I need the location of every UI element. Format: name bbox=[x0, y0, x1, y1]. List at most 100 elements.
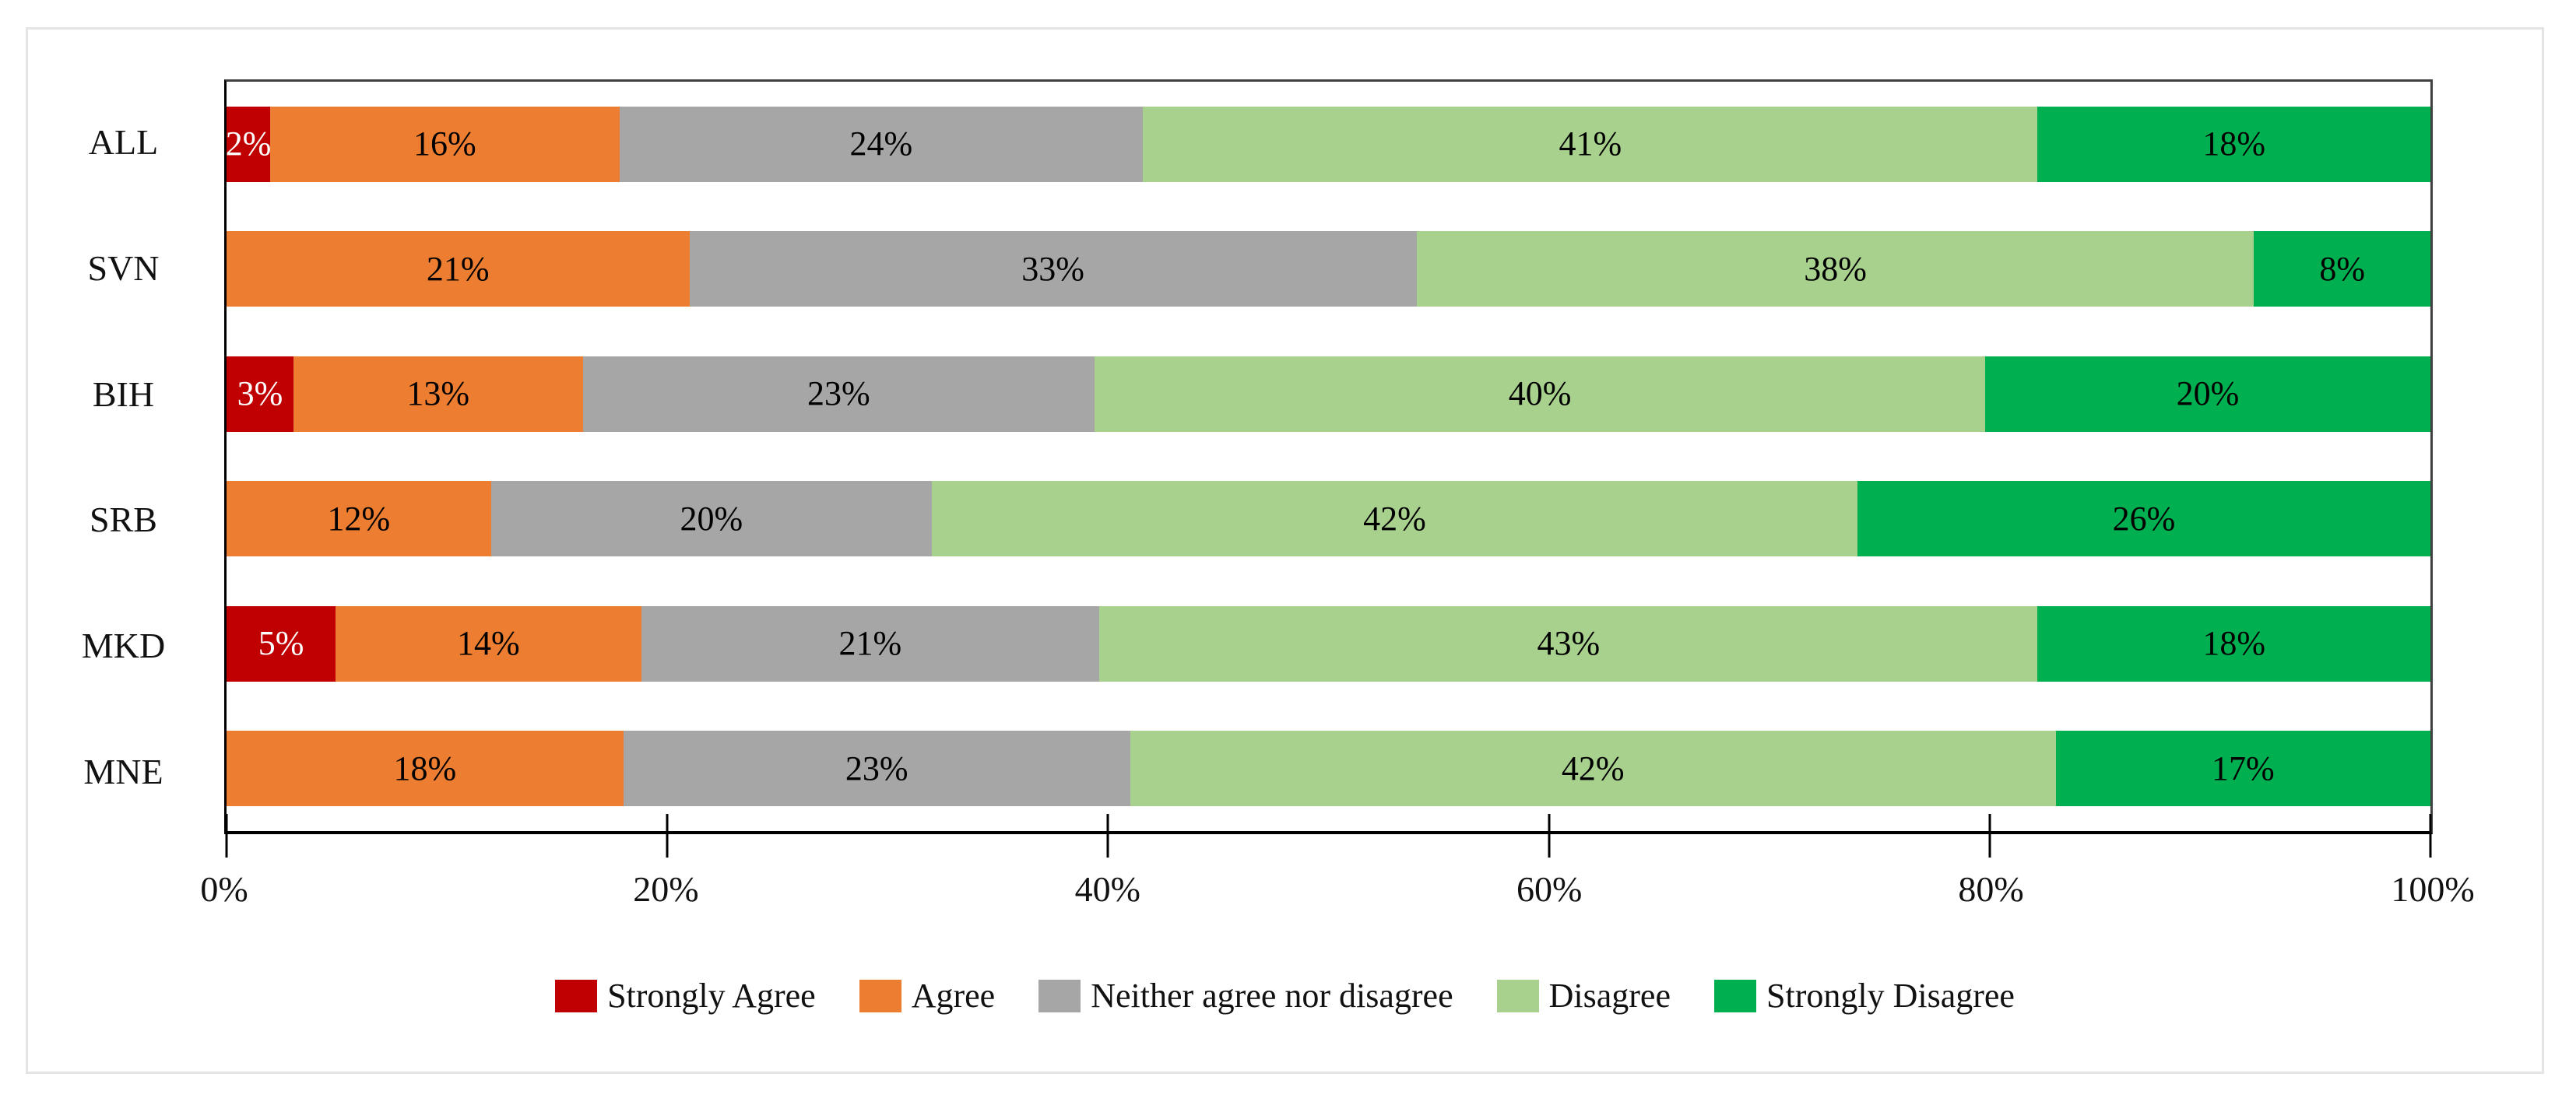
legend-item-agree: Agree bbox=[859, 976, 996, 1016]
bar-rows: 2% 16% 24% 41% 18% 21% 33% 38% 8% 3% 13% 23% 40% 20% 1… bbox=[225, 82, 2430, 832]
data-label: 38% bbox=[1804, 249, 1867, 288]
legend-label: Strongly Disagree bbox=[1766, 977, 2015, 1015]
bar-segment-strongly-agree: 3% bbox=[227, 356, 293, 432]
data-label: 2% bbox=[225, 125, 272, 163]
data-label: 18% bbox=[2202, 624, 2266, 663]
tick-mark bbox=[1988, 814, 1991, 858]
tick-label: 80% bbox=[1958, 869, 2024, 909]
data-label: 43% bbox=[1537, 624, 1601, 663]
stacked-bar: 18% 23% 42% 17% bbox=[227, 731, 2430, 807]
data-label: 42% bbox=[1561, 749, 1625, 788]
legend-swatch bbox=[1714, 979, 1756, 1012]
category-axis-labels: ALL SVN BIH SRB MKD MNE bbox=[44, 79, 203, 834]
tick-label: 20% bbox=[633, 869, 699, 909]
data-label: 23% bbox=[845, 749, 908, 788]
stacked-bar: 5% 14% 21% 43% 18% bbox=[227, 605, 2430, 682]
data-label: 13% bbox=[406, 374, 469, 413]
legend-swatch bbox=[1038, 979, 1081, 1012]
bar-segment-strongly-disagree: 18% bbox=[2037, 106, 2430, 182]
category-label: SRB bbox=[90, 500, 157, 540]
data-label: 23% bbox=[807, 374, 870, 413]
bar-segment-agree: 18% bbox=[227, 731, 624, 807]
stacked-bar: 21% 33% 38% 8% bbox=[227, 231, 2430, 307]
data-label: 26% bbox=[2112, 499, 2176, 538]
bar-segment-neither-agree-nor-disagree: 20% bbox=[490, 481, 932, 557]
data-label: 24% bbox=[849, 125, 913, 163]
tick-mark bbox=[1548, 814, 1551, 858]
data-label: 12% bbox=[327, 499, 391, 538]
stacked-bar: 12% 20% 42% 26% bbox=[227, 481, 2430, 557]
tick-label: 100% bbox=[2391, 869, 2475, 909]
bar-segment-disagree: 43% bbox=[1099, 605, 2038, 682]
data-label: 20% bbox=[680, 499, 743, 538]
category-label: MNE bbox=[83, 751, 163, 791]
data-label: 8% bbox=[2319, 249, 2366, 288]
category-label: SVN bbox=[87, 248, 160, 288]
bar-row-bih: 3% 13% 23% 40% 20% bbox=[227, 331, 2430, 457]
value-axis-labels: 0% 20% 40% 60% 80% 100% bbox=[200, 868, 2474, 915]
data-label: 21% bbox=[838, 624, 902, 663]
legend-item-neither-agree-nor-disagree: Neither agree nor disagree bbox=[1038, 976, 1453, 1016]
bar-row-mkd: 5% 14% 21% 43% 18% bbox=[227, 581, 2430, 707]
bar-segment-neither-agree-nor-disagree: 33% bbox=[689, 231, 1417, 307]
legend-label: Strongly Agree bbox=[607, 977, 816, 1015]
bar-segment-strongly-disagree: 20% bbox=[1985, 356, 2430, 432]
data-label: 21% bbox=[426, 249, 490, 288]
data-label: 17% bbox=[2212, 749, 2275, 788]
plot-area: 2% 16% 24% 41% 18% 21% 33% 38% 8% 3% 13% 23% 40% 20% 1… bbox=[224, 79, 2433, 858]
tick-label: 40% bbox=[1074, 869, 1140, 909]
bar-segment-agree: 14% bbox=[336, 605, 641, 682]
bar-row-srb: 12% 20% 42% 26% bbox=[227, 457, 2430, 582]
tick-mark bbox=[225, 814, 228, 858]
data-label: 20% bbox=[2176, 374, 2240, 413]
legend-swatch bbox=[1496, 979, 1539, 1012]
legend: Strongly Agree Agree Neither agree nor dis… bbox=[28, 976, 2542, 1016]
legend-item-strongly-disagree: Strongly Disagree bbox=[1714, 976, 2015, 1016]
bar-segment-strongly-disagree: 17% bbox=[2055, 731, 2430, 807]
legend-item-strongly-agree: Strongly Agree bbox=[555, 976, 816, 1016]
bar-segment-strongly-disagree: 18% bbox=[2037, 605, 2430, 682]
data-label: 41% bbox=[1559, 125, 1622, 163]
stacked-bar: 2% 16% 24% 41% 18% bbox=[225, 106, 2430, 182]
bar-segment-disagree: 40% bbox=[1095, 356, 1986, 432]
data-label: 5% bbox=[258, 624, 304, 663]
bar-segment-neither-agree-nor-disagree: 23% bbox=[623, 731, 1130, 807]
legend-label: Disagree bbox=[1548, 977, 1671, 1015]
category-label: MKD bbox=[81, 626, 166, 666]
data-label: 18% bbox=[2202, 125, 2266, 163]
bar-segment-neither-agree-nor-disagree: 23% bbox=[582, 356, 1095, 432]
legend-item-disagree: Disagree bbox=[1496, 976, 1671, 1016]
data-label: 14% bbox=[457, 624, 520, 663]
stacked-bar: 3% 13% 23% 40% 20% bbox=[227, 356, 2430, 432]
bar-segment-disagree: 42% bbox=[1130, 731, 2056, 807]
category-label: BIH bbox=[92, 374, 155, 414]
bar-segment-strongly-agree: 5% bbox=[227, 605, 336, 682]
data-label: 40% bbox=[1508, 374, 1572, 413]
legend-swatch bbox=[859, 979, 901, 1012]
data-label: 33% bbox=[1021, 249, 1084, 288]
bar-segment-agree: 21% bbox=[227, 231, 690, 307]
category-label: ALL bbox=[88, 122, 159, 163]
bar-segment-agree: 12% bbox=[227, 481, 491, 557]
bar-segment-strongly-disagree: 26% bbox=[1857, 481, 2430, 557]
data-label: 42% bbox=[1363, 499, 1426, 538]
bar-row-svn: 21% 33% 38% 8% bbox=[227, 207, 2430, 332]
legend-label: Agree bbox=[911, 977, 996, 1015]
bar-segment-agree: 16% bbox=[270, 106, 620, 182]
data-label: 3% bbox=[237, 374, 283, 413]
bar-segment-strongly-agree: 2% bbox=[225, 106, 272, 182]
tick-mark bbox=[666, 814, 669, 858]
tick-mark bbox=[2429, 814, 2432, 858]
bar-row-all: 2% 16% 24% 41% 18% bbox=[225, 82, 2430, 207]
bar-segment-disagree: 38% bbox=[1416, 231, 2254, 307]
bar-row-mne: 18% 23% 42% 17% bbox=[227, 707, 2430, 832]
tick-label: 0% bbox=[200, 869, 248, 909]
bar-segment-agree: 13% bbox=[293, 356, 583, 432]
bar-segment-disagree: 42% bbox=[931, 481, 1857, 557]
bar-segment-neither-agree-nor-disagree: 21% bbox=[641, 605, 1100, 682]
bar-segment-disagree: 41% bbox=[1143, 106, 2038, 182]
legend-label: Neither agree nor disagree bbox=[1091, 977, 1453, 1015]
bar-segment-neither-agree-nor-disagree: 24% bbox=[619, 106, 1144, 182]
data-label: 18% bbox=[393, 749, 457, 788]
data-label: 16% bbox=[413, 125, 476, 163]
